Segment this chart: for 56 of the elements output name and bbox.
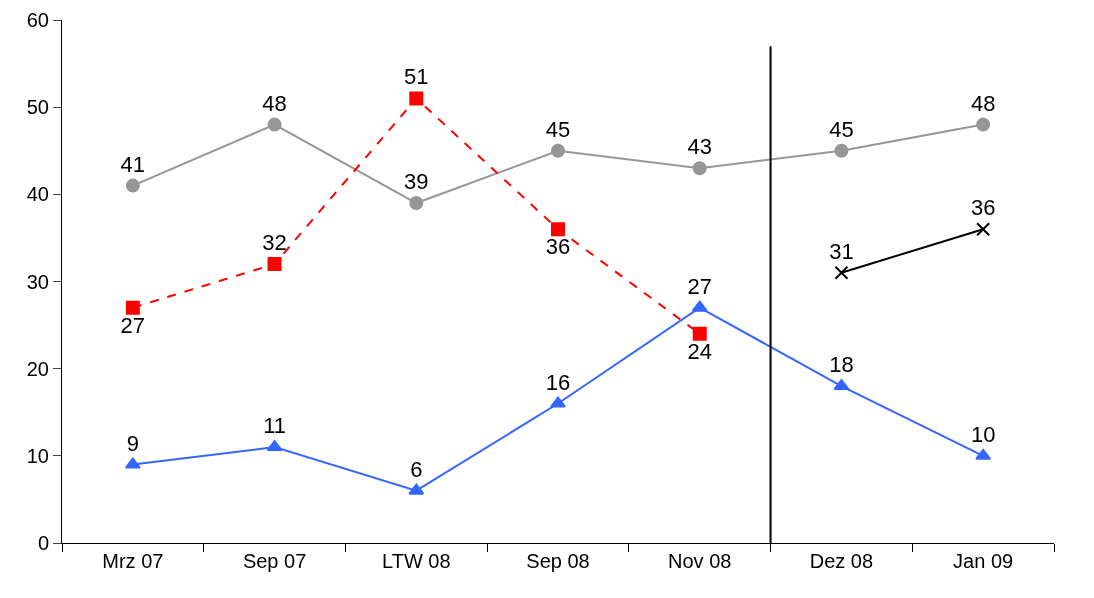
data-label: 27 [120,312,146,338]
point [834,143,849,158]
point [267,117,282,132]
data-label: 51 [404,64,429,90]
point [833,379,850,391]
point [551,222,565,237]
data-label: 36 [970,195,996,221]
data-label: 6 [410,456,423,482]
point [691,300,708,312]
x-tick-label: Sep 08 [526,550,590,572]
data-label: 32 [262,230,287,256]
data-label: 18 [829,352,854,378]
point [976,117,991,132]
y-tick-label: 50 [26,96,49,119]
point [551,143,565,158]
y-tick-label: 0 [37,532,49,554]
x-tick-label: Dez 08 [809,550,874,572]
x-tick-label: LTW 08 [382,550,451,572]
data-label: 39 [404,169,429,195]
x-tick-label: Mrz 07 [102,550,164,572]
data-label: 45 [545,116,571,142]
y-tick-label: 40 [26,183,49,206]
x-tick-label: Jan 09 [953,550,1014,572]
y-tick-label: 10 [26,444,49,467]
point [976,222,991,237]
data-label: 9 [126,430,139,456]
data-label: 48 [262,90,287,116]
point [125,178,140,193]
data-label: 45 [829,116,854,142]
data-label: 43 [687,134,712,160]
data-label: 11 [263,413,286,439]
point [266,440,283,452]
data-label: 10 [970,421,996,447]
x-tick-label: Sep 07 [242,550,307,572]
point [124,457,141,469]
point [125,300,140,315]
data-label: 24 [687,338,712,364]
data-label: 41 [120,151,146,177]
point [692,326,707,341]
point [409,196,424,211]
data-label: 16 [545,369,571,395]
point [975,448,992,460]
y-tick-label: 30 [26,270,49,293]
x-tick-label: Nov 08 [668,550,732,572]
point [550,396,566,408]
point [267,257,282,272]
point [409,91,424,106]
point [408,483,425,495]
point [834,265,849,280]
data-label: 48 [970,90,996,116]
data-label: 27 [687,273,712,299]
data-label: 36 [545,234,571,260]
y-tick-label: 60 [26,9,49,31]
y-tick-label: 20 [26,357,49,380]
point [692,161,707,176]
data-label: 31 [829,238,854,264]
